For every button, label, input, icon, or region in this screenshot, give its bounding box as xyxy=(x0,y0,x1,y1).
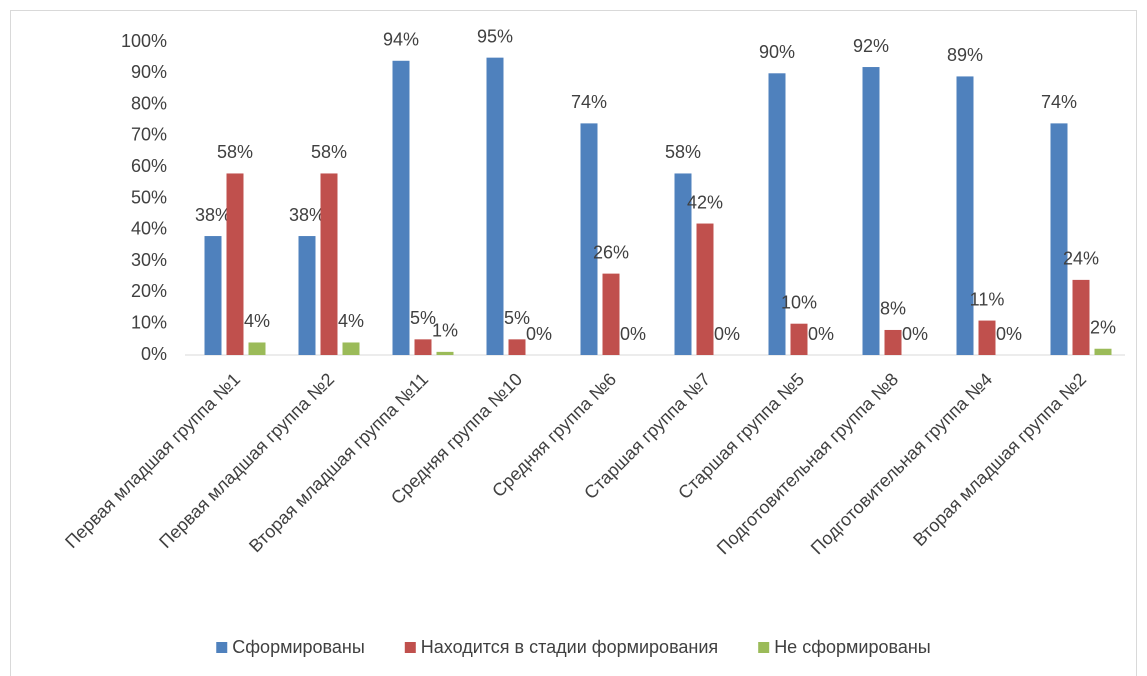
bar xyxy=(956,76,974,356)
bar xyxy=(248,342,266,355)
data-label: 4% xyxy=(338,311,364,331)
bar xyxy=(1094,348,1112,355)
data-label: 4% xyxy=(244,311,270,331)
bar xyxy=(204,236,222,355)
data-label: 0% xyxy=(526,324,552,344)
bar xyxy=(790,323,808,355)
data-label: 0% xyxy=(808,324,834,344)
y-tick-label: 10% xyxy=(131,312,167,332)
data-label: 74% xyxy=(1041,92,1077,112)
y-tick-label: 20% xyxy=(131,281,167,301)
y-tick-label: 60% xyxy=(131,156,167,176)
y-tick-label: 100% xyxy=(121,31,167,51)
bar xyxy=(342,342,360,355)
data-label: 5% xyxy=(410,308,436,328)
y-tick-label: 30% xyxy=(131,250,167,270)
data-label: 10% xyxy=(781,292,817,312)
bar xyxy=(602,273,620,355)
data-label: 38% xyxy=(289,205,325,225)
data-label: 0% xyxy=(714,324,740,344)
data-label: 38% xyxy=(195,205,231,225)
bar xyxy=(768,73,786,356)
data-label: 8% xyxy=(880,299,906,319)
bar xyxy=(1050,123,1068,355)
data-label: 89% xyxy=(947,45,983,65)
bar xyxy=(580,123,598,355)
data-label: 58% xyxy=(665,142,701,162)
bar xyxy=(226,173,244,355)
legend-label: Не сформированы xyxy=(774,637,931,657)
y-tick-label: 40% xyxy=(131,219,167,239)
data-label: 42% xyxy=(687,192,723,212)
bar xyxy=(392,60,410,355)
data-label: 11% xyxy=(970,289,1005,309)
legend-label: Находится в стадии формирования xyxy=(421,637,718,657)
data-label: 58% xyxy=(217,142,253,162)
bar xyxy=(436,351,454,355)
data-label: 0% xyxy=(902,324,928,344)
legend-swatch xyxy=(404,642,416,653)
legend-swatch xyxy=(758,642,770,653)
bar xyxy=(1072,279,1090,355)
legend-swatch xyxy=(216,642,228,653)
bar xyxy=(696,223,714,355)
bar xyxy=(298,236,316,355)
legend-label: Сформированы xyxy=(232,637,365,657)
chart-frame xyxy=(10,10,1137,676)
data-label: 5% xyxy=(504,308,530,328)
bar xyxy=(320,173,338,355)
y-tick-label: 50% xyxy=(131,187,167,207)
data-label: 58% xyxy=(311,142,347,162)
data-label: 24% xyxy=(1063,249,1099,269)
bar xyxy=(862,67,880,355)
data-label: 2% xyxy=(1090,317,1116,337)
data-label: 90% xyxy=(759,42,795,62)
y-tick-label: 70% xyxy=(131,125,167,145)
bar xyxy=(884,329,902,355)
y-tick-label: 80% xyxy=(131,93,167,113)
y-tick-label: 90% xyxy=(131,62,167,82)
bar xyxy=(414,339,432,355)
data-label: 74% xyxy=(571,92,607,112)
data-label: 95% xyxy=(477,26,513,46)
data-label: 94% xyxy=(383,30,419,50)
data-label: 0% xyxy=(620,324,646,344)
data-label: 0% xyxy=(996,324,1022,344)
bar xyxy=(674,173,692,355)
y-tick-label: 0% xyxy=(141,344,167,364)
bar xyxy=(978,320,996,355)
data-label: 1% xyxy=(432,321,458,341)
bar xyxy=(508,339,526,355)
bar xyxy=(486,57,504,356)
data-label: 92% xyxy=(853,36,889,56)
data-label: 26% xyxy=(593,242,629,262)
